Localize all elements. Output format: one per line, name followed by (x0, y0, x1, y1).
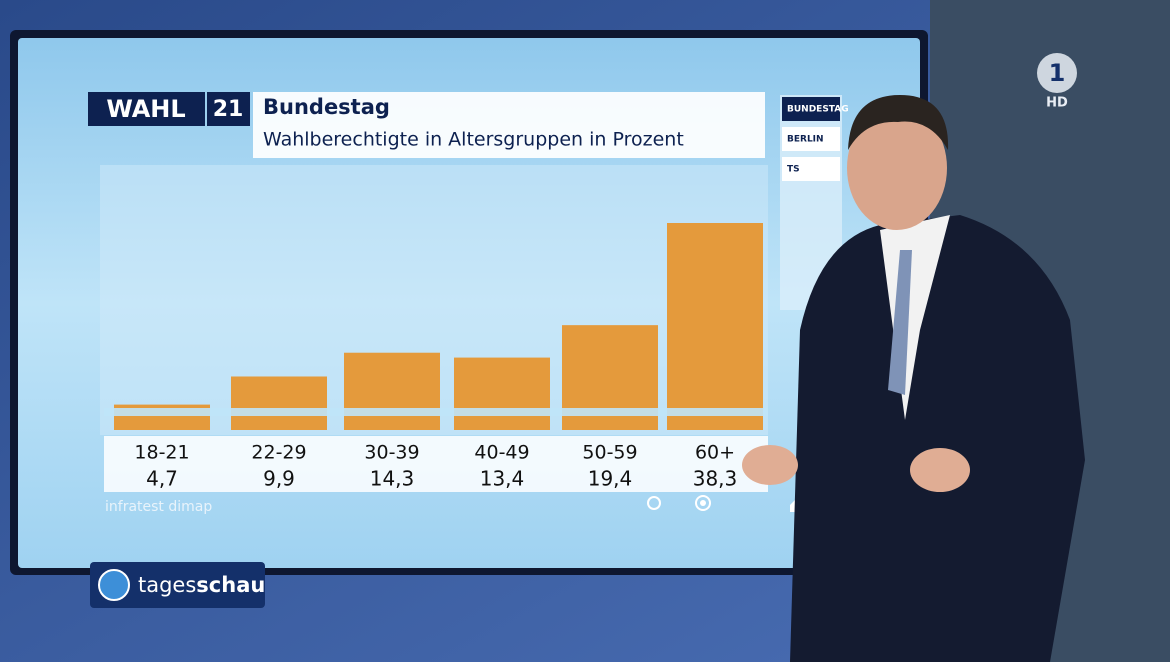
source: infratest dimap (105, 499, 212, 515)
record-dot (700, 500, 706, 506)
tagesschau-logo: tagesschau (138, 573, 265, 597)
presenter-hair (848, 95, 949, 150)
side-item: BUNDESTAG (787, 105, 849, 115)
bar (454, 357, 550, 430)
tagesschau-box (90, 562, 265, 608)
side-item: TS (787, 165, 800, 175)
ard-logo (1037, 53, 1077, 93)
x-tick-label: 50-59 (582, 442, 637, 464)
value-label: 4,7 (146, 467, 178, 491)
chart-title: Bundestag (263, 95, 390, 119)
wahl-text: WAHL (106, 95, 185, 123)
wahl-box (88, 92, 205, 126)
presenter-hand-left (742, 445, 798, 485)
chart-subtitle: Wahlberechtigte in Altersgruppen in Proz… (263, 129, 684, 151)
tagesschau-light: tages (138, 573, 196, 597)
presenter (742, 95, 1085, 662)
x-tick-label: 40-49 (474, 442, 529, 464)
year-text: 21 (213, 97, 244, 122)
x-tick-label: 30-39 (364, 442, 419, 464)
tagesschau-bold: schau (196, 573, 265, 597)
title-box (253, 92, 765, 158)
baseline-band (104, 408, 768, 416)
label-panel (104, 436, 768, 492)
year-box (207, 92, 250, 126)
side-item-bg (782, 127, 840, 151)
side-item: BERLIN (787, 135, 824, 145)
bar (344, 352, 440, 430)
value-label: 14,3 (370, 467, 415, 491)
presenter-body (790, 215, 1085, 662)
side-item-bg (782, 157, 840, 181)
presenter-face (847, 106, 947, 230)
record-icon (695, 495, 711, 511)
ard-text: 1 (1049, 59, 1066, 87)
value-label: 38,3 (693, 467, 738, 491)
x-tick-label: 18-21 (134, 442, 189, 464)
bar (667, 223, 763, 430)
search-icon (647, 496, 661, 510)
value-label: 19,4 (588, 467, 633, 491)
x-tick-label: 22-29 (251, 442, 306, 464)
tagesschau-globe (98, 569, 130, 601)
x-tick-label: 60+ (695, 442, 735, 464)
value-label: 9,9 (263, 467, 295, 491)
presenter-shirt (880, 215, 950, 420)
value-label: 13,4 (480, 467, 525, 491)
presenter-hand-right (910, 448, 970, 492)
side-item-bg (782, 97, 840, 121)
presenter-tie (888, 250, 912, 395)
hd-text: HD (1046, 96, 1068, 111)
bar (231, 376, 327, 430)
